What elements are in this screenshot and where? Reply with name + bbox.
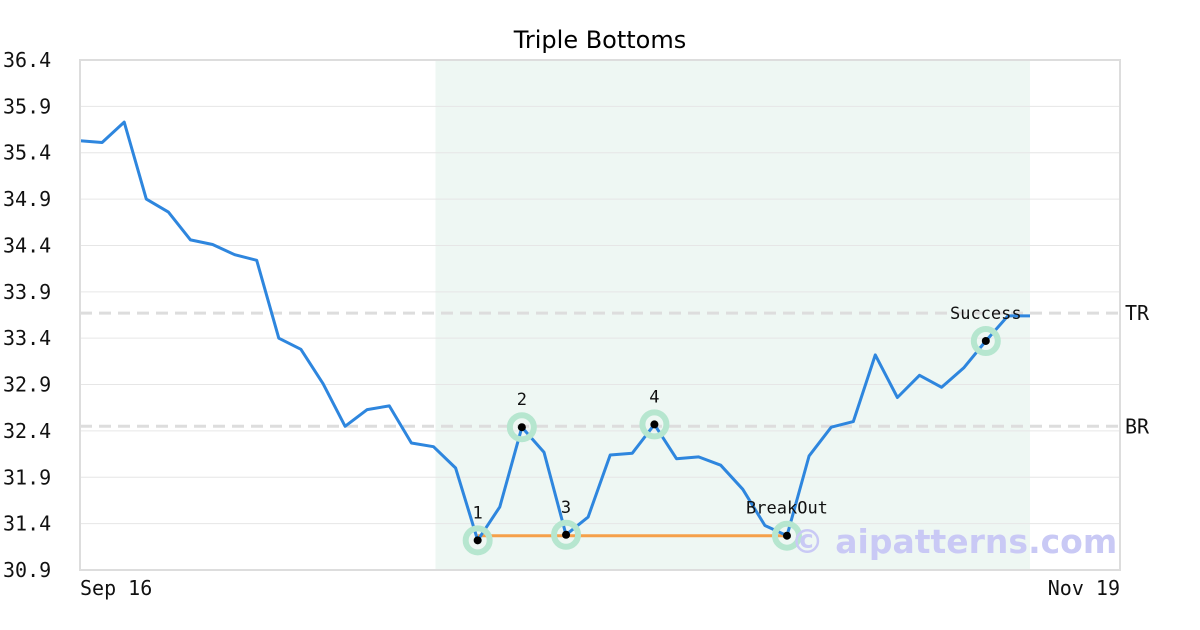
level-label-tr: TR	[1125, 301, 1150, 325]
plot-border	[79, 59, 1121, 571]
y-tick-label: 36.4	[3, 48, 51, 72]
y-tick-label: 33.9	[3, 280, 51, 304]
marker-halo-1	[462, 525, 493, 556]
y-tick-label: 32.4	[3, 419, 51, 443]
marker-halo-4	[639, 409, 670, 440]
marker-halo-3	[551, 519, 582, 550]
marker-label-breakout: BreakOut	[746, 499, 828, 519]
marker-label-2: 2	[517, 390, 527, 410]
y-tick-label: 33.4	[3, 326, 51, 350]
price-series-line	[79, 120, 1030, 542]
y-tick-label: 31.4	[3, 512, 51, 536]
y-tick-label: 34.4	[3, 233, 51, 257]
chart-title: Triple Bottoms	[513, 26, 687, 54]
marker-halo-2	[506, 412, 537, 443]
marker-point-4	[650, 420, 659, 429]
marker-point-3	[562, 530, 571, 539]
marker-label-3: 3	[561, 498, 571, 518]
marker-point-2	[517, 423, 526, 432]
y-tick-label: 34.9	[3, 187, 51, 211]
marker-halo-breakout	[771, 520, 802, 551]
y-tick-label: 35.9	[3, 94, 51, 118]
y-tick-label: 31.9	[3, 465, 51, 489]
marker-label-4: 4	[649, 387, 659, 407]
x-tick-label: Sep 16	[80, 576, 152, 600]
marker-point-breakout	[782, 531, 791, 540]
pattern-region	[435, 60, 1030, 570]
watermark: © aipatterns.com	[791, 522, 1117, 561]
y-tick-label: 30.9	[3, 558, 51, 582]
marker-label-success: Success	[950, 304, 1022, 324]
x-tick-label: Nov 19	[1048, 576, 1120, 600]
y-tick-label: 32.9	[3, 373, 51, 397]
marker-label-1: 1	[473, 503, 483, 523]
marker-point-success	[981, 336, 990, 345]
marker-halo-success	[970, 325, 1001, 356]
y-tick-label: 35.4	[3, 141, 51, 165]
level-label-br: BR	[1125, 414, 1150, 438]
marker-point-1	[473, 536, 482, 545]
